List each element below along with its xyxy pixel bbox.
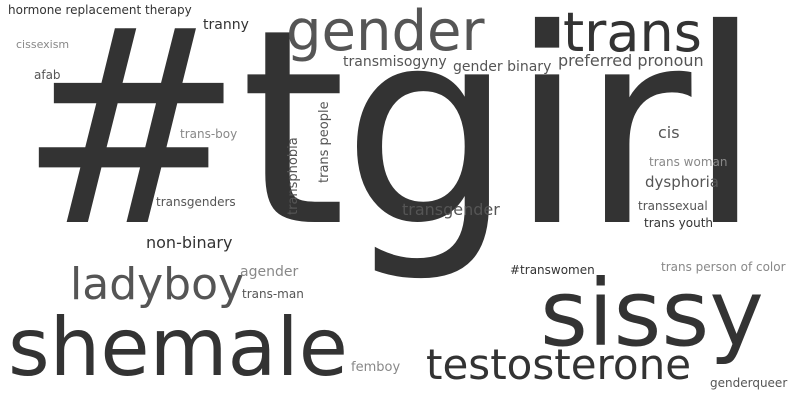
- word-non-binary: non-binary: [146, 233, 233, 252]
- word-trans-people: trans people: [317, 101, 332, 183]
- word-trans-person-of-color: trans person of color: [661, 260, 786, 274]
- word-hormone-replacement-therapy: hormone replacement therapy: [8, 3, 192, 17]
- word-transmisogyny: transmisogyny: [343, 54, 447, 70]
- word-agender: agender: [240, 264, 299, 280]
- word-dysphoria: dysphoria: [645, 173, 719, 191]
- word-trans-youth: trans youth: [644, 216, 714, 230]
- word-genderqueer: genderqueer: [710, 376, 788, 390]
- word-ladyboy: ladyboy: [70, 259, 245, 310]
- word-cissexism: cissexism: [16, 38, 70, 51]
- word-sissy: sissy: [540, 260, 764, 367]
- word-transwomen: #transwomen: [510, 263, 595, 277]
- word-cis: cis: [658, 123, 680, 142]
- word-trans-man: trans-man: [242, 287, 304, 301]
- word-gender: gender: [286, 0, 485, 64]
- word-transgender: transgender: [402, 200, 500, 219]
- word-trans: trans: [563, 1, 702, 64]
- word-transsexual: transsexual: [638, 199, 708, 213]
- word-testosterone: testosterone: [426, 340, 692, 389]
- word-trans-boy: trans-boy: [180, 127, 238, 141]
- word-tranny: tranny: [203, 17, 249, 33]
- word-afab: afab: [34, 68, 61, 82]
- word-transgenders: transgenders: [156, 195, 236, 209]
- word-preferred-pronoun: preferred pronoun: [558, 51, 704, 70]
- word-gender-binary: gender binary: [453, 59, 552, 75]
- word-shemale: shemale: [8, 301, 348, 394]
- word-transphobia: transphobia: [286, 137, 301, 215]
- word-femboy: femboy: [351, 360, 401, 375]
- word-tgirl: #tgirl: [18, 0, 763, 286]
- word-trans-woman: trans woman: [649, 155, 728, 169]
